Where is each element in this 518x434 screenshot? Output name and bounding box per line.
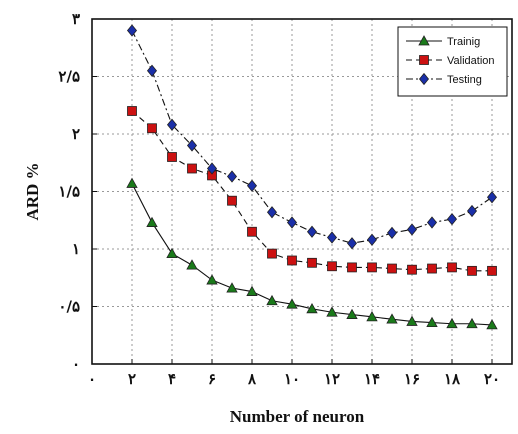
data-point: [226, 282, 238, 293]
legend: Trainig Validation Testing: [397, 26, 508, 97]
data-point: [366, 311, 378, 322]
data-point: [246, 179, 258, 192]
data-point: [447, 262, 457, 273]
legend-label: Testing: [447, 74, 482, 86]
series-trainig: [126, 177, 498, 330]
grid: [92, 19, 512, 364]
data-point: [187, 163, 197, 174]
y-tick-label: ۱/۵: [58, 183, 80, 201]
data-point: [186, 259, 198, 270]
data-point: [226, 170, 238, 183]
y-tick-label: ۲: [72, 125, 80, 143]
x-tick-label: ۰: [88, 370, 96, 388]
data-point: [407, 264, 417, 275]
data-point: [427, 263, 437, 274]
data-point: [466, 204, 478, 218]
legend-label: Trainig: [447, 36, 480, 48]
y-tick-label: ۲/۵: [58, 68, 80, 86]
data-point: [387, 263, 397, 274]
y-tick-label: ۳: [72, 10, 80, 28]
legend-marker: [418, 35, 430, 46]
data-point: [167, 152, 177, 162]
data-point: [426, 216, 438, 229]
data-point: [146, 64, 158, 77]
data-point: [466, 317, 478, 329]
x-tick-label: ۲: [128, 370, 136, 388]
y-tick-label: ۰/۵: [58, 298, 80, 316]
data-point: [446, 212, 458, 226]
series-validation: [127, 106, 497, 276]
data-point: [487, 265, 497, 276]
data-point: [227, 195, 237, 206]
x-tick-label: ۸: [247, 370, 257, 388]
data-point: [367, 262, 377, 273]
data-point: [467, 265, 477, 276]
data-point: [267, 248, 277, 259]
legend-label: Validation: [447, 55, 495, 67]
data-point: [347, 262, 357, 273]
data-point: [266, 294, 278, 306]
data-point: [287, 255, 297, 266]
data-point: [146, 216, 158, 227]
x-tick-label: ۱۲: [324, 370, 340, 388]
data-point: [126, 177, 138, 188]
data-point: [486, 319, 498, 330]
data-point: [346, 308, 358, 319]
series-layer: [126, 24, 498, 330]
data-point: [246, 285, 258, 296]
data-point: [286, 298, 298, 309]
data-point: [186, 139, 198, 152]
data-point: [126, 24, 138, 37]
data-point: [306, 225, 318, 238]
data-point: [426, 316, 438, 328]
data-point: [266, 206, 278, 219]
data-point: [346, 237, 358, 250]
data-point: [446, 317, 458, 329]
ticks: ۰ ۲ ۴ ۶ ۸ ۱۰ ۱۲ ۱۴ ۱۶ ۱۸ ۲۰ ۰ ۰/۵ ۱ ۱/۵ ۲ ۲/۵ ۳: [58, 10, 500, 388]
data-point: [326, 306, 338, 317]
data-point: [206, 274, 218, 285]
data-point: [286, 216, 298, 229]
x-tick-label: ۲۰: [484, 370, 500, 388]
x-tick-label: ۱۰: [284, 370, 300, 388]
x-tick-label: ۱۶: [404, 370, 420, 388]
data-point: [206, 162, 218, 175]
data-point: [307, 257, 317, 268]
data-point: [306, 302, 318, 314]
data-point: [327, 261, 337, 272]
data-point: [326, 231, 338, 244]
y-tick-label: ۰: [72, 355, 80, 373]
data-point: [386, 313, 398, 324]
series-line: [131, 110, 492, 272]
legend-box: [397, 26, 508, 97]
data-point: [247, 226, 257, 237]
data-point: [147, 123, 157, 134]
x-tick-label: ۱۴: [364, 370, 380, 388]
data-point: [406, 223, 418, 236]
data-point: [486, 191, 498, 204]
data-point: [366, 233, 378, 246]
y-axis-title: ARD %: [23, 162, 42, 220]
x-tick-label: ۱۸: [444, 370, 461, 388]
y-tick-label: ۱: [72, 240, 80, 258]
data-point: [386, 226, 398, 240]
x-axis-title: Number of neuron: [230, 407, 365, 426]
data-point: [406, 315, 418, 326]
x-tick-label: ۴: [168, 370, 176, 388]
series-testing: [126, 24, 498, 250]
data-point: [166, 247, 178, 259]
data-point: [166, 118, 178, 131]
legend-marker: [418, 72, 430, 86]
legend-marker: [419, 55, 429, 65]
data-point: [127, 106, 137, 116]
x-tick-label: ۶: [208, 370, 216, 388]
